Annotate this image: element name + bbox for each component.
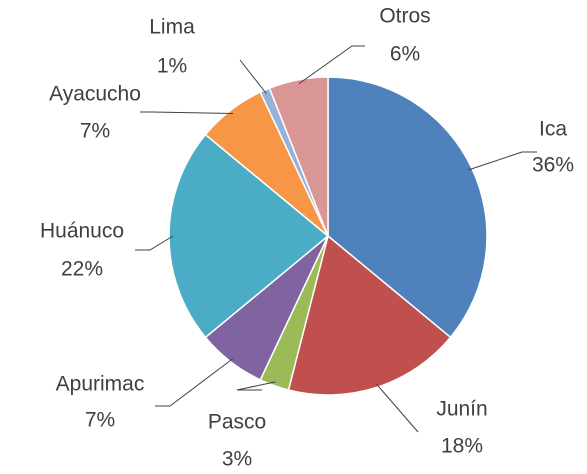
pie-slice xyxy=(168,133,330,339)
leader-line xyxy=(236,381,276,391)
slice-value: 7% xyxy=(80,120,110,143)
slice-label: Junín xyxy=(436,398,487,421)
slice-value: 7% xyxy=(85,409,115,432)
pie-slice xyxy=(268,76,329,237)
leader-line xyxy=(155,358,234,407)
leader-line xyxy=(135,235,174,251)
slice-value: 1% xyxy=(157,55,187,78)
leader-line xyxy=(468,151,537,171)
leader-line xyxy=(298,45,365,85)
leader-line xyxy=(375,383,419,433)
slice-value: 18% xyxy=(441,435,483,458)
slice-label: Apurimac xyxy=(56,373,145,396)
slice-label: Ayacucho xyxy=(49,83,141,106)
slice-label: Otros xyxy=(379,5,430,28)
leader-line xyxy=(140,111,234,115)
pie-slice xyxy=(287,234,452,396)
slice-label: Ica xyxy=(539,118,567,141)
slice-value: 6% xyxy=(390,43,420,66)
slice-value: 36% xyxy=(532,154,574,177)
leader-line xyxy=(239,59,267,95)
slice-label: Pasco xyxy=(208,411,266,434)
slice-value: 3% xyxy=(222,448,252,471)
slice-value: 22% xyxy=(61,258,103,281)
slice-label: Huánuco xyxy=(40,220,124,243)
slice-label: Lima xyxy=(149,16,195,39)
